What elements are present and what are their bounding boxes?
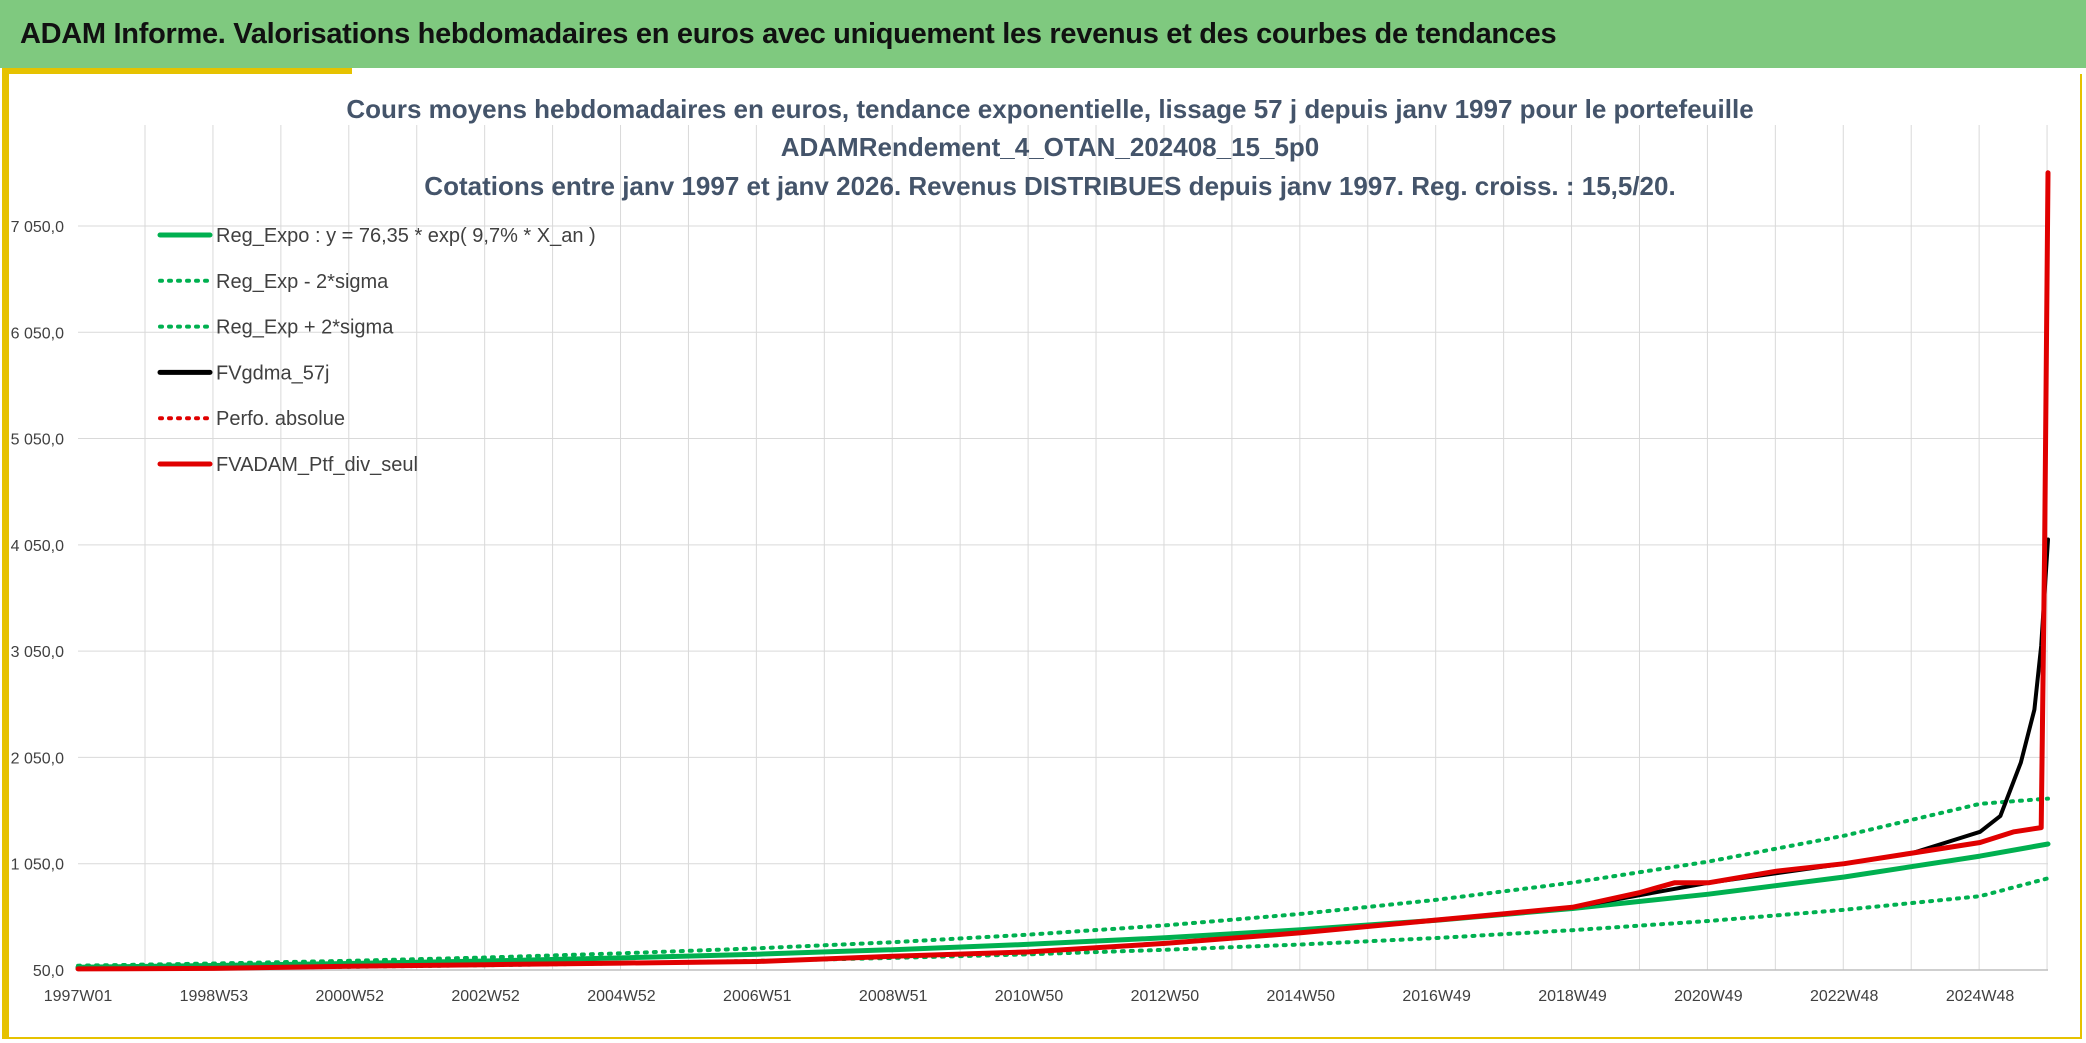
y-tick-label: 50,0	[33, 963, 64, 980]
x-tick-label: 2018W49	[1538, 988, 1607, 1005]
x-tick-label: 2010W50	[995, 988, 1064, 1005]
y-tick-label: 2 050,0	[11, 750, 64, 767]
legend-label: FVgdma_57j	[216, 362, 329, 384]
y-tick-label: 4 050,0	[11, 538, 64, 555]
x-tick-label: 2014W50	[1267, 988, 1336, 1005]
legend-label: Reg_Exp + 2*sigma	[216, 317, 394, 339]
x-tick-label: 2004W52	[587, 988, 656, 1005]
x-tick-label: 2006W51	[723, 988, 792, 1005]
x-tick-label: 2016W49	[1402, 988, 1471, 1005]
x-tick-label: 2008W51	[859, 988, 928, 1005]
chart-title-line: ADAMRendement_4_OTAN_202408_15_5p0	[781, 132, 1320, 162]
x-tick-label: 2002W52	[451, 988, 520, 1005]
legend-label: Perfo. absolue	[216, 408, 345, 430]
x-tick-label: 2012W50	[1131, 988, 1200, 1005]
y-tick-label: 7 050,0	[11, 219, 64, 236]
x-tick-label: 2020W49	[1674, 988, 1743, 1005]
report-header: ADAM Informe. Valorisations hebdomadaire…	[0, 0, 2086, 68]
series-line	[76, 796, 2050, 968]
y-tick-label: 3 050,0	[11, 644, 64, 661]
x-tick-label: 2024W48	[1946, 988, 2015, 1005]
legend-label: FVADAM_Ptf_div_seul	[216, 454, 418, 476]
x-tick-label: 1998W53	[180, 988, 249, 1005]
chart-title-line: Cotations entre janv 1997 et janv 2026. …	[424, 171, 1675, 201]
legend-label: Reg_Exp - 2*sigma	[216, 271, 389, 293]
chart-title-line: Cours moyens hebdomadaires en euros, ten…	[346, 94, 1753, 124]
series-line	[76, 876, 2050, 972]
x-tick-label: 2000W52	[315, 988, 384, 1005]
series-line	[75, 841, 2051, 970]
y-tick-label: 6 050,0	[11, 325, 64, 342]
y-tick-label: 1 050,0	[11, 857, 64, 874]
x-tick-label: 1997W01	[44, 988, 113, 1005]
legend-label: Reg_Expo : y = 76,35 * exp( 9,7% * X_an …	[216, 225, 596, 247]
series-line	[76, 537, 2050, 971]
report-title: ADAM Informe. Valorisations hebdomadaire…	[20, 17, 1557, 50]
series-line	[75, 170, 2051, 972]
chart-frame-accent	[352, 68, 2084, 74]
y-tick-label: 5 050,0	[11, 432, 64, 449]
x-tick-label: 2022W48	[1810, 988, 1879, 1005]
